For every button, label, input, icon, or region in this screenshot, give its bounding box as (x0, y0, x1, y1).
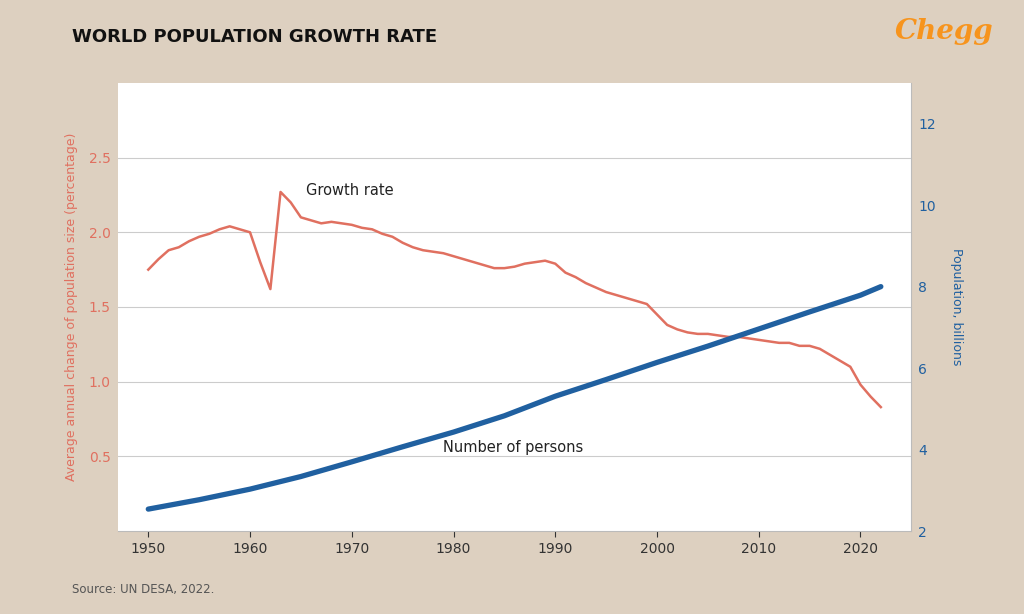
Y-axis label: Average annual change of population size (percentage): Average annual change of population size… (65, 133, 78, 481)
Text: WORLD POPULATION GROWTH RATE: WORLD POPULATION GROWTH RATE (72, 28, 437, 45)
Text: Number of persons: Number of persons (443, 440, 584, 455)
Text: Growth rate: Growth rate (306, 183, 393, 198)
Text: Chegg: Chegg (895, 18, 993, 45)
Y-axis label: Population, billions: Population, billions (950, 248, 963, 366)
Text: Source: UN DESA, 2022.: Source: UN DESA, 2022. (72, 583, 214, 596)
